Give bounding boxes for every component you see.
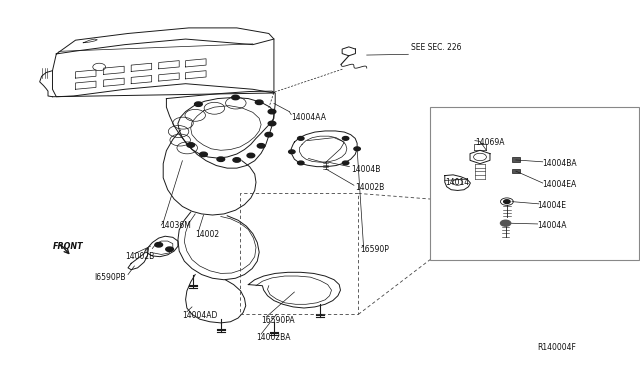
Text: 14002BA: 14002BA bbox=[256, 333, 291, 342]
Circle shape bbox=[233, 158, 241, 162]
Circle shape bbox=[504, 200, 510, 203]
Circle shape bbox=[232, 95, 239, 100]
Text: 16590PA: 16590PA bbox=[261, 316, 295, 325]
Bar bbox=[512, 169, 520, 173]
Text: 14069A: 14069A bbox=[475, 138, 504, 147]
Circle shape bbox=[247, 153, 255, 158]
Circle shape bbox=[257, 144, 265, 148]
Text: FRONT: FRONT bbox=[52, 242, 83, 251]
Text: 14004EA: 14004EA bbox=[542, 180, 577, 189]
Circle shape bbox=[500, 220, 511, 226]
Circle shape bbox=[217, 157, 225, 161]
Text: 14002B: 14002B bbox=[125, 252, 154, 261]
Text: l6590PB: l6590PB bbox=[95, 273, 126, 282]
Text: 14014: 14014 bbox=[445, 178, 469, 187]
Text: 14036M: 14036M bbox=[160, 221, 191, 230]
Circle shape bbox=[354, 147, 360, 151]
Circle shape bbox=[289, 150, 295, 154]
Bar bbox=[430, 107, 639, 260]
Circle shape bbox=[298, 161, 304, 165]
Circle shape bbox=[155, 243, 163, 247]
Circle shape bbox=[166, 247, 173, 251]
Text: 14004AD: 14004AD bbox=[182, 311, 218, 320]
Text: R140004F: R140004F bbox=[538, 343, 577, 352]
Circle shape bbox=[265, 132, 273, 137]
Circle shape bbox=[342, 137, 349, 140]
Text: 16590P: 16590P bbox=[360, 245, 389, 254]
Text: 14004B: 14004B bbox=[351, 165, 380, 174]
Circle shape bbox=[268, 121, 276, 126]
Text: 14002B: 14002B bbox=[355, 183, 385, 192]
Text: 14004E: 14004E bbox=[538, 201, 566, 210]
Text: 14004A: 14004A bbox=[538, 221, 567, 230]
Text: 14004BA: 14004BA bbox=[542, 159, 577, 168]
Text: 14004AA: 14004AA bbox=[291, 113, 326, 122]
Circle shape bbox=[298, 137, 304, 140]
Circle shape bbox=[187, 143, 195, 147]
Text: SEE SEC. 226: SEE SEC. 226 bbox=[411, 43, 461, 52]
Circle shape bbox=[195, 102, 202, 106]
Circle shape bbox=[342, 161, 349, 165]
Circle shape bbox=[255, 100, 263, 105]
Circle shape bbox=[268, 109, 276, 114]
Circle shape bbox=[200, 152, 207, 157]
Text: 14002: 14002 bbox=[195, 230, 220, 239]
Bar bbox=[512, 157, 520, 162]
